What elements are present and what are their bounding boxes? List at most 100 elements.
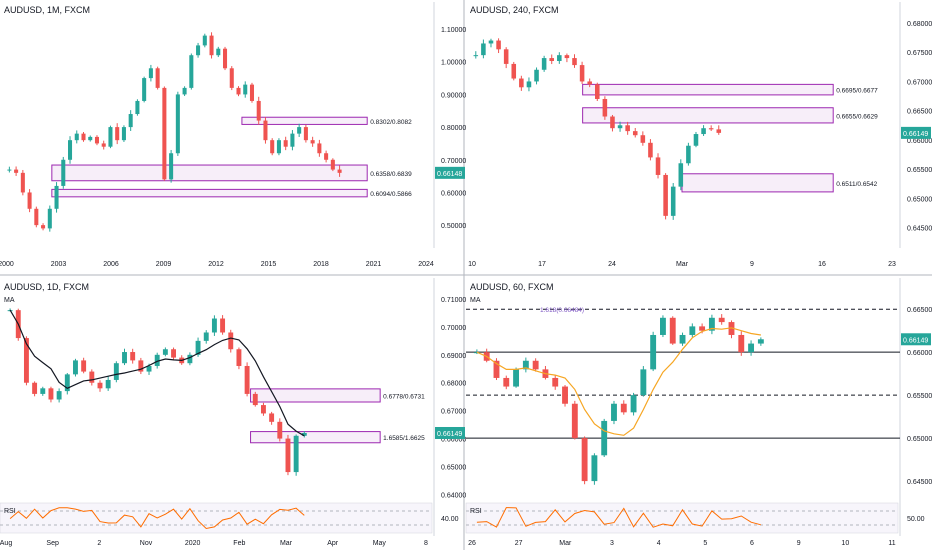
rsi-panel [465, 502, 899, 534]
candle-body [541, 58, 547, 70]
candle-body [203, 332, 209, 341]
zone-label: 0.6695/0.6677 [836, 88, 878, 95]
candle-body [552, 377, 559, 387]
x-tick-label: Mar [280, 540, 293, 547]
candle-body [88, 136, 93, 141]
x-tick-label: 2006 [103, 261, 119, 268]
candle-body [269, 413, 275, 422]
x-tick-label: 2 [97, 540, 101, 547]
x-tick-label: 2021 [366, 261, 382, 268]
candle-body [243, 84, 248, 95]
price-badge [901, 333, 931, 346]
x-tick-label: 27 [515, 540, 523, 547]
candle-body [236, 87, 241, 95]
candle-body [572, 58, 577, 66]
x-tick-label: 2009 [156, 261, 172, 268]
candle-body [511, 63, 517, 79]
x-tick-label: May [373, 540, 387, 547]
x-tick-label: 10 [841, 540, 849, 547]
candle-body [101, 143, 106, 147]
y-tick-label: 0.64500 [907, 479, 932, 486]
pane-240-title: AUDUSD, 240, FXCM [470, 5, 559, 15]
candle-body [496, 40, 501, 50]
candle-body [581, 438, 588, 482]
x-tick-label: 8 [424, 540, 428, 547]
candle-body [162, 349, 168, 355]
candle-body [236, 349, 242, 366]
y-tick-label: 0.66000 [441, 437, 466, 444]
candle-body [716, 129, 722, 133]
candle-body [689, 326, 696, 335]
candle-body [41, 225, 46, 229]
candle-body [64, 374, 70, 392]
candle-body [285, 438, 291, 473]
candle-body [148, 68, 153, 79]
candle-body [216, 48, 221, 56]
zone-box [582, 83, 834, 96]
zone-box [51, 188, 368, 198]
indicator-label: MA [4, 297, 15, 304]
zone-box [250, 431, 381, 444]
price-badge-text: 0.66149 [437, 431, 462, 438]
candle-body [154, 354, 160, 366]
x-tick-label: Apr [327, 540, 339, 547]
candle-body [244, 365, 250, 394]
zone-box [582, 107, 834, 124]
zone-label: 1.6585/1.6625 [383, 435, 425, 442]
candle-body [187, 354, 193, 364]
candle-body [748, 343, 755, 353]
candle-body [587, 81, 592, 85]
candle-body [708, 317, 715, 331]
y-tick-label: 0.64000 [441, 492, 466, 499]
x-tick-label: 2012 [208, 261, 224, 268]
candle-body [146, 365, 152, 372]
candle-body [48, 388, 54, 400]
zone-box [51, 164, 368, 182]
candle-body [14, 169, 19, 173]
candle-body [229, 68, 234, 88]
candle-body [579, 65, 585, 82]
candle-body [263, 120, 268, 141]
y-tick-label: 0.68000 [907, 21, 932, 28]
zone-label: 0.6511/0.6542 [836, 181, 877, 188]
x-tick-label: Feb [233, 540, 245, 547]
candle-body [202, 35, 207, 46]
candle-body [591, 455, 598, 482]
price-badge [435, 166, 465, 179]
candle-body [105, 379, 111, 389]
rsi-panel [0, 502, 433, 534]
price-badge [435, 426, 465, 439]
candle-body [182, 87, 187, 95]
x-tick-label: Mar [676, 261, 689, 268]
candle-body [513, 369, 520, 387]
candle-body [189, 55, 194, 88]
candle-body [630, 395, 637, 413]
candle-body [595, 84, 600, 99]
candle-body [252, 393, 258, 406]
zone-label: 0.6094/0.5866 [370, 191, 412, 198]
y-tick-label: 0.67000 [907, 79, 932, 86]
candle-body [223, 48, 228, 69]
candle-body [488, 40, 494, 44]
x-tick-label: Aug [0, 540, 12, 547]
y-tick-label: 0.65500 [907, 393, 932, 400]
candle-body [7, 169, 12, 171]
candle-body [89, 371, 95, 383]
zone-box [241, 116, 368, 125]
price-badge-text: 0.66148 [437, 171, 462, 178]
fib-label: 1.618(0.66484) [540, 307, 584, 314]
x-tick-label: 2018 [313, 261, 329, 268]
candle-body [679, 334, 686, 344]
candle-body [81, 133, 86, 141]
candle-body [97, 382, 103, 389]
candle-body [122, 352, 127, 364]
candle-body [290, 133, 295, 147]
candle-body [669, 317, 676, 344]
y-tick-label: 0.66000 [907, 138, 932, 145]
rsi-label: RSI [4, 508, 16, 515]
candle-body [648, 142, 653, 158]
candle-body [209, 35, 214, 56]
candle-body [632, 131, 638, 136]
candle-body [686, 145, 691, 164]
